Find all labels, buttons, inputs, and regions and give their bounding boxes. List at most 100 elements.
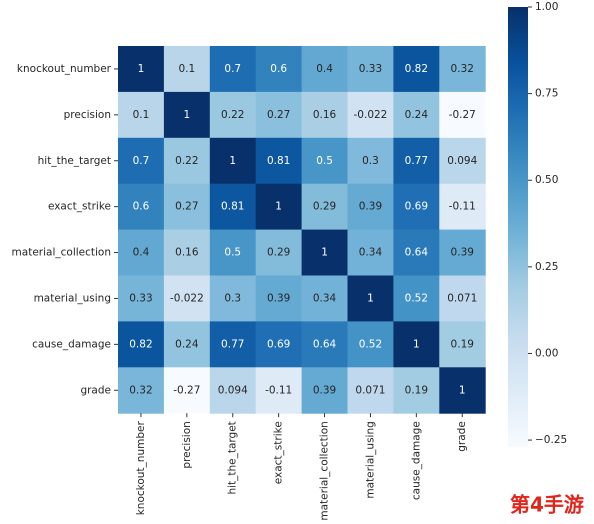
heatmap-cell bbox=[301, 367, 348, 414]
x-tick-label: material_using bbox=[364, 421, 376, 498]
heatmap-cell bbox=[118, 229, 165, 276]
cell-label: 1 bbox=[138, 63, 145, 75]
cell-label: 0.22 bbox=[221, 109, 244, 121]
cell-label: 0.4 bbox=[316, 63, 333, 75]
cell-label: 0.77 bbox=[405, 155, 428, 167]
heatmap-cell bbox=[209, 367, 257, 414]
cell-label: 1 bbox=[413, 338, 420, 350]
heatmap-cell bbox=[118, 91, 165, 139]
heatmap-cell bbox=[439, 183, 486, 231]
cell-label: -0.11 bbox=[265, 384, 292, 396]
cell-label: 1 bbox=[367, 292, 374, 304]
y-tick-label: precision bbox=[64, 109, 111, 121]
cell-label: 0.32 bbox=[451, 63, 474, 75]
heatmap-cell bbox=[439, 137, 486, 185]
cell-label: 0.27 bbox=[175, 201, 198, 213]
cell-label: 0.81 bbox=[267, 155, 290, 167]
heatmap-cell bbox=[209, 91, 257, 139]
cell-label: 0.3 bbox=[362, 155, 379, 167]
cell-label: 0.52 bbox=[405, 292, 428, 304]
heatmap-cell bbox=[118, 137, 165, 185]
heatmap-cell bbox=[255, 275, 303, 322]
heatmap-cell bbox=[301, 183, 348, 231]
heatmap-cell bbox=[163, 321, 211, 368]
cell-label: 0.64 bbox=[405, 247, 429, 259]
cell-label: 0.82 bbox=[129, 338, 152, 350]
heatmap-cell bbox=[209, 183, 257, 231]
cell-label: 0.094 bbox=[447, 155, 477, 167]
heatmap-cell bbox=[393, 321, 440, 368]
colorbar-tick-label: −0.25 bbox=[535, 434, 567, 446]
x-tick-label: knockout_number bbox=[135, 421, 147, 516]
cell-label: -0.27 bbox=[173, 384, 200, 396]
heatmap-cell bbox=[393, 137, 440, 185]
cell-label: 0.19 bbox=[451, 338, 474, 350]
cell-label: -0.27 bbox=[449, 109, 476, 121]
cell-label: 0.29 bbox=[267, 247, 290, 259]
heatmap-cell bbox=[209, 321, 257, 368]
cell-label: 0.16 bbox=[175, 247, 199, 259]
heatmap-cell bbox=[301, 91, 348, 139]
cell-label: 0.1 bbox=[178, 63, 195, 75]
cell-label: 0.39 bbox=[359, 201, 382, 213]
heatmap-cell bbox=[439, 367, 486, 414]
y-tick-label: material_collection bbox=[12, 247, 111, 259]
heatmap-cell bbox=[347, 46, 394, 93]
y-tick-label: grade bbox=[80, 384, 111, 396]
cell-label: -0.022 bbox=[354, 109, 388, 121]
cell-label: 0.29 bbox=[313, 201, 336, 213]
heatmap-cell bbox=[439, 91, 486, 139]
y-tick-label: cause_damage bbox=[32, 338, 111, 350]
heatmap-cell bbox=[163, 275, 211, 322]
heatmap-cell bbox=[347, 137, 394, 185]
cell-label: 0.7 bbox=[133, 155, 150, 167]
cell-label: -0.11 bbox=[449, 201, 476, 213]
y-tick-label: material_using bbox=[34, 292, 111, 304]
cell-label: 0.071 bbox=[447, 292, 477, 304]
cell-label: 0.81 bbox=[221, 201, 244, 213]
heatmap-cell bbox=[163, 183, 211, 231]
heatmap-cell bbox=[163, 367, 211, 414]
cell-label: 0.69 bbox=[405, 201, 428, 213]
heatmap-cell bbox=[439, 321, 486, 368]
colorbar-tick-label: 0.50 bbox=[535, 174, 558, 186]
cell-label: 0.5 bbox=[224, 247, 241, 259]
cell-label: 0.77 bbox=[221, 338, 244, 350]
heatmap-cell bbox=[393, 229, 440, 276]
cell-label: 0.64 bbox=[313, 338, 337, 350]
cell-label: 0.19 bbox=[405, 384, 428, 396]
heatmap-cell bbox=[347, 275, 394, 322]
y-tick-label: knockout_number bbox=[17, 63, 112, 75]
cell-label: 0.33 bbox=[359, 63, 382, 75]
cell-label: 0.32 bbox=[129, 384, 152, 396]
heatmap-cell bbox=[393, 46, 440, 93]
cell-label: 0.6 bbox=[270, 63, 287, 75]
cell-label: 0.094 bbox=[218, 384, 248, 396]
cell-label: 0.39 bbox=[313, 384, 336, 396]
cell-label: 0.6 bbox=[133, 201, 150, 213]
cell-label: 0.34 bbox=[313, 292, 337, 304]
heatmap-cell bbox=[209, 137, 257, 185]
heatmap-cell bbox=[118, 367, 165, 414]
x-tick-label: hit_the_target bbox=[227, 421, 239, 494]
cell-label: 0.16 bbox=[313, 109, 337, 121]
heatmap-cell bbox=[347, 183, 394, 231]
heatmap-cell bbox=[347, 91, 394, 139]
heatmap-cell bbox=[255, 321, 303, 368]
cell-label: 0.7 bbox=[224, 63, 241, 75]
cell-label: 1 bbox=[321, 247, 328, 259]
heatmap-cell bbox=[393, 183, 440, 231]
heatmap-cell bbox=[118, 275, 165, 322]
heatmap-cell bbox=[439, 229, 486, 276]
cell-label: 0.33 bbox=[129, 292, 152, 304]
y-tick-label: exact_strike bbox=[48, 201, 111, 213]
heatmap-cell bbox=[301, 229, 348, 276]
cell-label: 0.69 bbox=[267, 338, 290, 350]
heatmap-cell bbox=[347, 321, 394, 368]
colorbar-tick-label: 0.00 bbox=[535, 347, 558, 359]
heatmap-cell bbox=[209, 46, 257, 93]
heatmap-cell bbox=[255, 91, 303, 139]
heatmap-cell bbox=[255, 229, 303, 276]
cell-label: 0.24 bbox=[175, 338, 199, 350]
